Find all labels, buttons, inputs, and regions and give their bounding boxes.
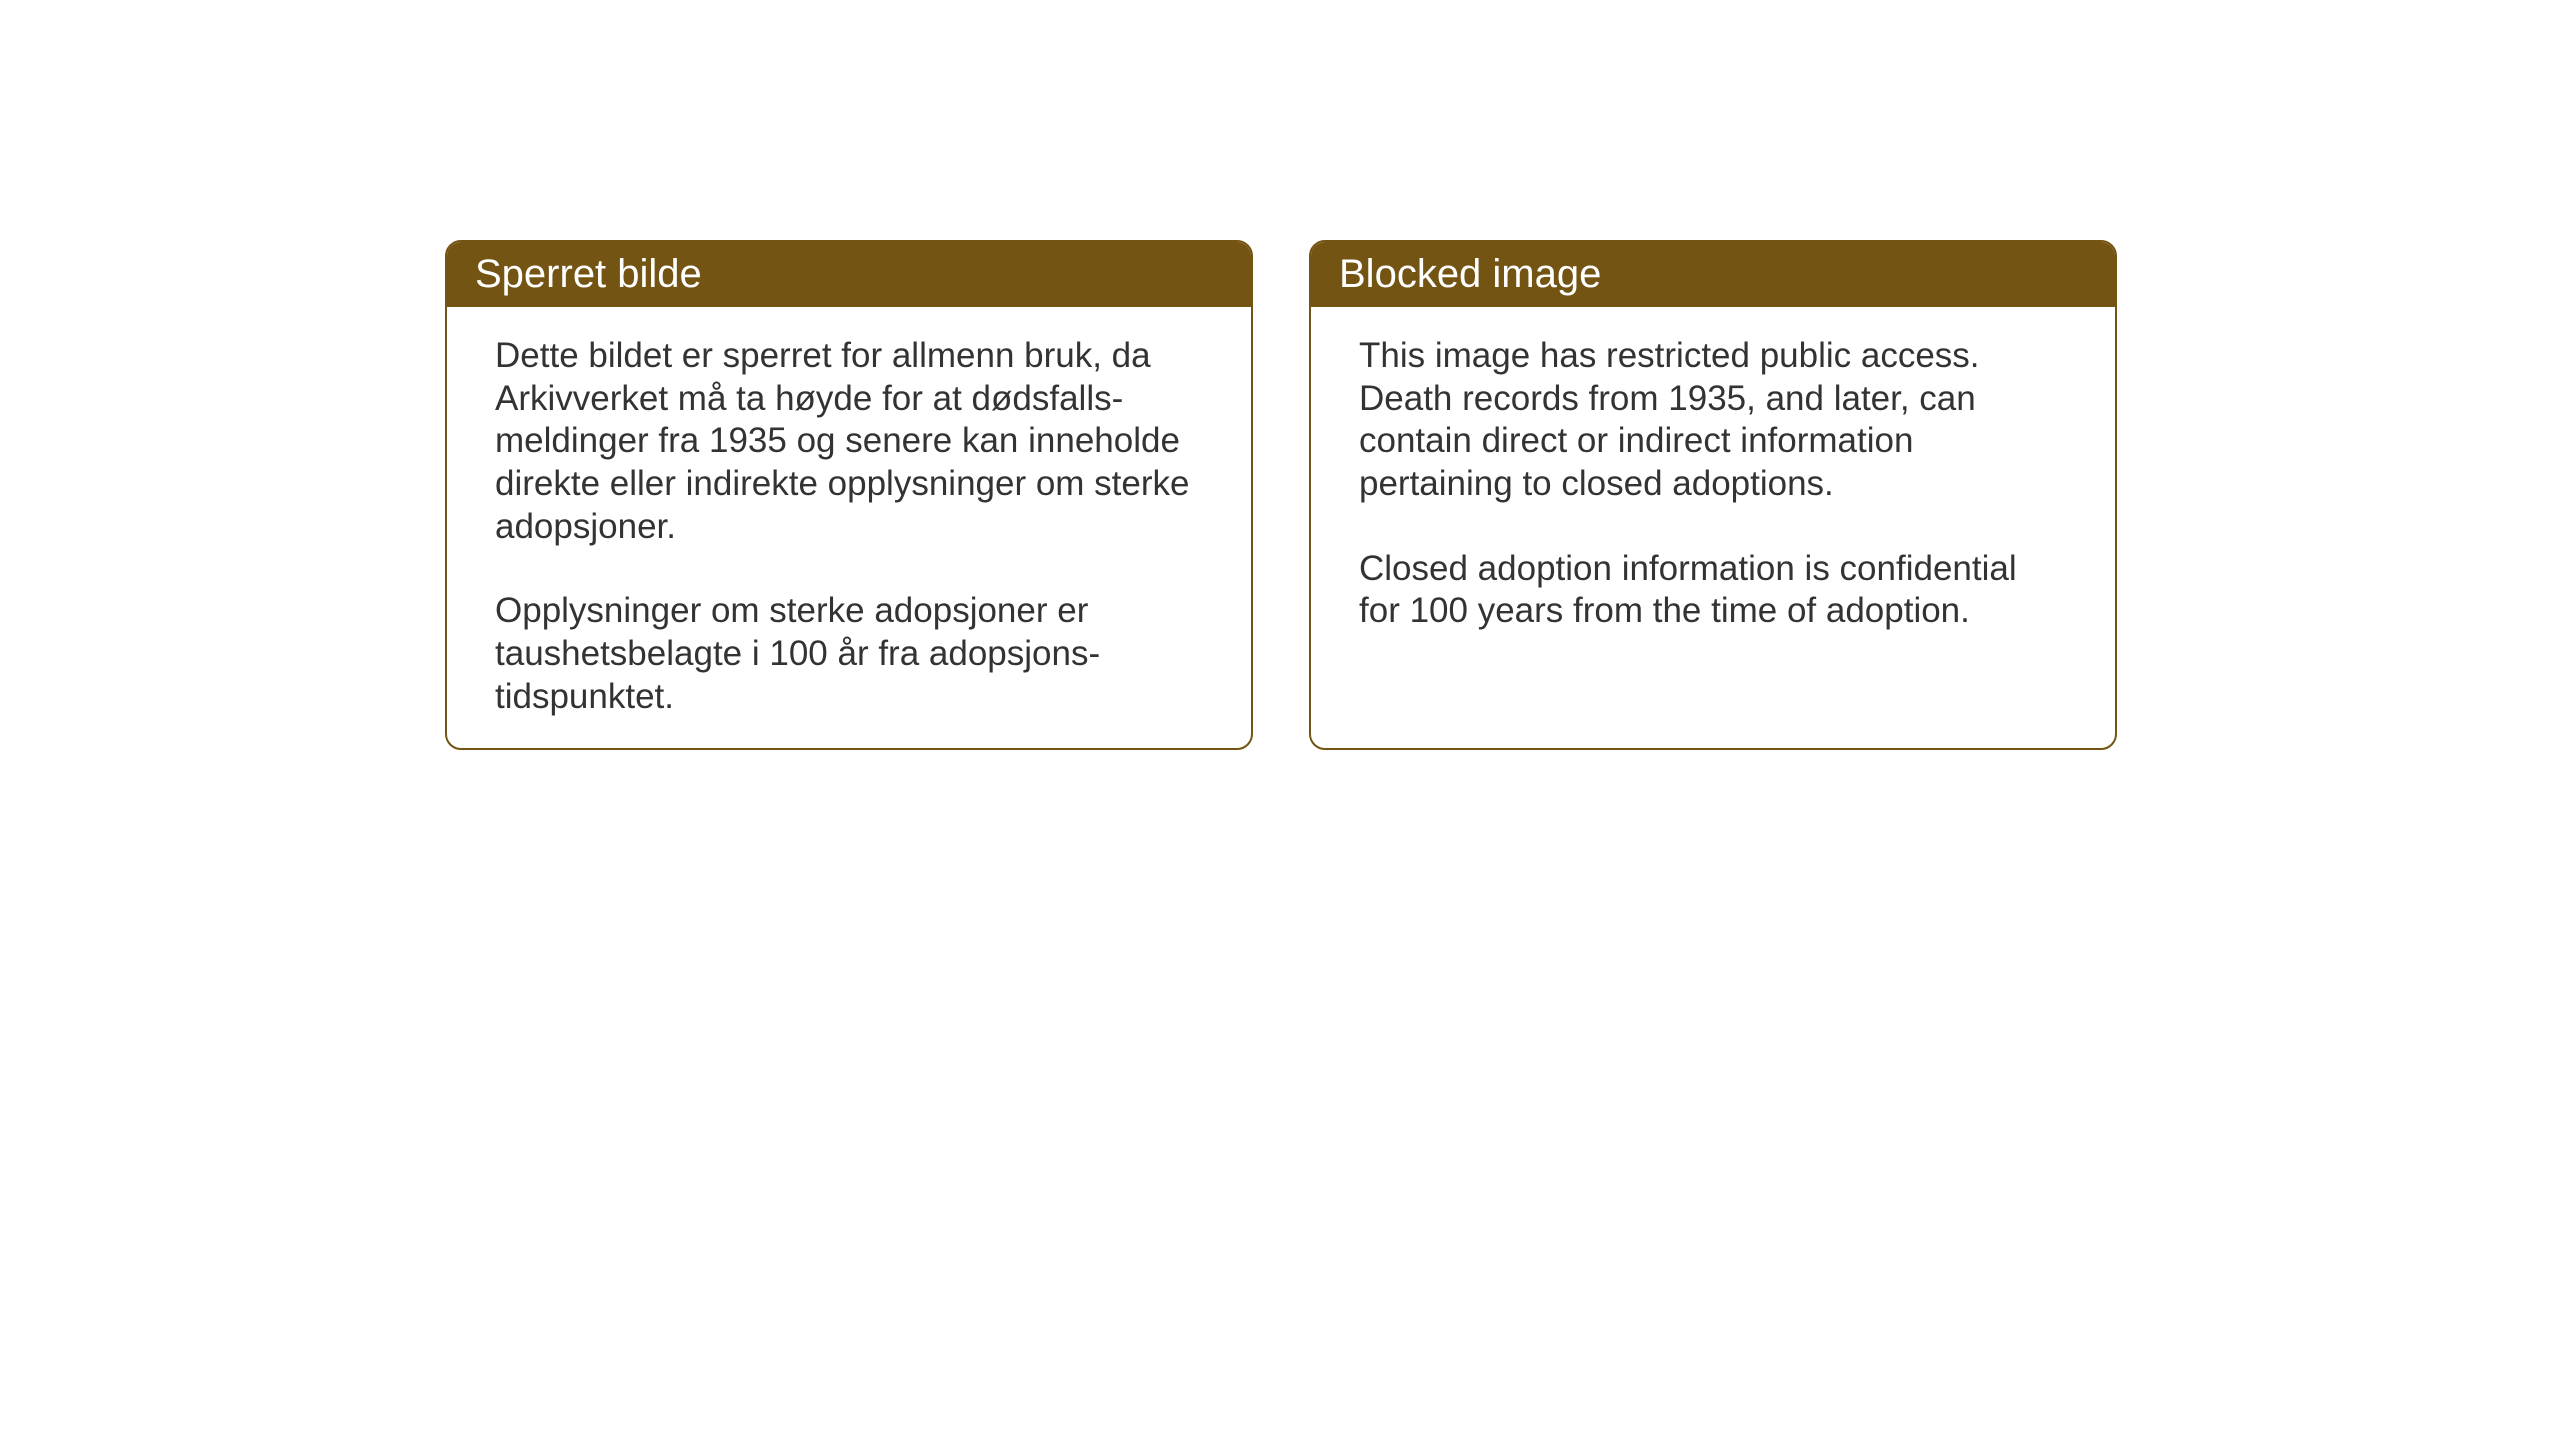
card-body-english: This image has restricted public access.… [1311, 307, 2115, 669]
notice-card-norwegian: Sperret bilde Dette bildet er sperret fo… [445, 240, 1253, 750]
card-paragraph-1-english: This image has restricted public access.… [1359, 335, 2067, 506]
card-header-english: Blocked image [1311, 242, 2115, 307]
card-paragraph-2-norwegian: Opplysninger om sterke adopsjoner er tau… [495, 590, 1203, 718]
card-header-norwegian: Sperret bilde [447, 242, 1251, 307]
notice-card-english: Blocked image This image has restricted … [1309, 240, 2117, 750]
card-title-norwegian: Sperret bilde [475, 252, 702, 296]
card-title-english: Blocked image [1339, 252, 1601, 296]
notice-container: Sperret bilde Dette bildet er sperret fo… [445, 240, 2117, 750]
card-paragraph-2-english: Closed adoption information is confident… [1359, 548, 2067, 633]
card-paragraph-1-norwegian: Dette bildet er sperret for allmenn bruk… [495, 335, 1203, 548]
card-body-norwegian: Dette bildet er sperret for allmenn bruk… [447, 307, 1251, 750]
